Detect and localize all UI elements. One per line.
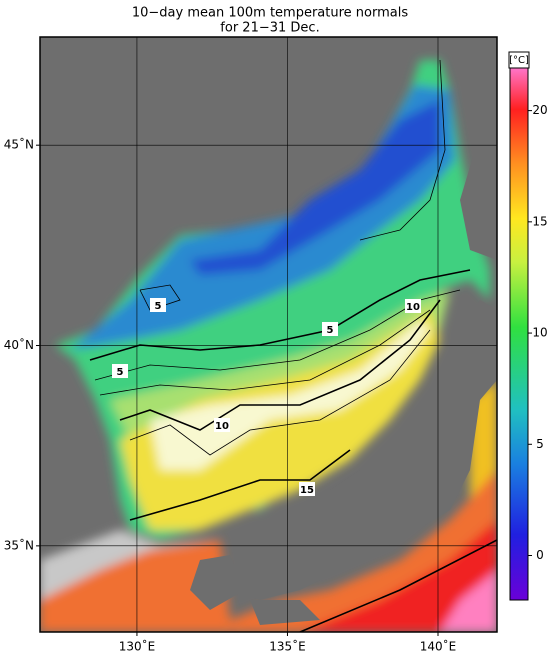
axes: 130˚E 135˚E 140˚E 35˚N 40˚N 45˚N 0 5 10 15 20: [4, 103, 548, 653]
contour-label: 10: [406, 302, 420, 313]
title-line: 10−day mean 100m temperature normals: [132, 6, 408, 21]
contour-label-bg: [299, 482, 315, 496]
contour-label: 5: [327, 325, 334, 336]
x-tick-label: 135˚E: [269, 639, 306, 654]
contour-label: 5: [117, 367, 124, 378]
map-area: 5 5 5 10 10 15: [40, 37, 497, 632]
colorbar-label-box: [508, 51, 530, 69]
colorbar: [509, 54, 529, 601]
y-tick-label: 45˚N: [4, 137, 34, 152]
graticule: [40, 37, 497, 632]
colorbar-tick-label: 0: [536, 548, 544, 562]
colorbar-tick-label: 5: [536, 437, 544, 451]
contour-label-bg: [150, 298, 166, 312]
title-line: for 21−31 Dec.: [220, 21, 319, 36]
contour-labels: 5 5 5 10 10 15: [112, 298, 421, 496]
colorbar-label: [°C]: [509, 55, 529, 66]
contour-label: 5: [155, 301, 162, 312]
colorbar-tick-label: 15: [532, 214, 547, 228]
x-tick-label: 140˚E: [420, 639, 457, 654]
land-japan: [190, 50, 497, 625]
contour-label-bg: [322, 322, 338, 336]
colorbar-tick-label: 10: [532, 326, 547, 340]
map-frame: [39, 36, 498, 633]
colorbar-tick-label: 20: [532, 103, 547, 117]
contour-label-bg: [112, 364, 128, 378]
contour-label-bg: [214, 418, 230, 432]
y-tick-label: 35˚N: [4, 537, 34, 552]
x-tick-label: 130˚E: [119, 639, 156, 654]
contour-label-bg: [405, 299, 421, 313]
contour-label: 10: [215, 421, 229, 432]
contour-label: 15: [300, 485, 314, 496]
y-tick-label: 40˚N: [4, 337, 34, 352]
sea-field: [40, 60, 497, 632]
